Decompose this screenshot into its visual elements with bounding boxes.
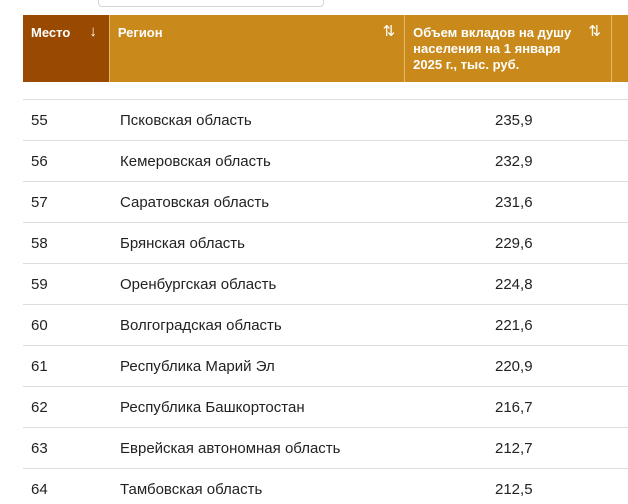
column-header-rank[interactable]: Место ↓ — [23, 15, 109, 82]
table-row: 64 Тамбовская область 212,5 — [23, 469, 628, 504]
region-cell: Саратовская область — [120, 194, 270, 211]
value-cell: 221,6 — [495, 317, 533, 334]
value-cell: 220,9 — [495, 358, 533, 375]
value-cell: 212,5 — [495, 481, 533, 498]
value-cell: 229,6 — [495, 235, 533, 252]
region-cell: Еврейская автономная область — [120, 440, 341, 457]
value-cell: 231,6 — [495, 194, 533, 211]
region-cell: Брянская область — [120, 235, 245, 252]
column-header-rank-label: Место — [31, 25, 71, 40]
rank-cell: 61 — [31, 358, 48, 375]
region-cell: Тамбовская область — [120, 481, 263, 498]
rank-cell: 62 — [31, 399, 48, 416]
rank-cell: 55 — [31, 112, 48, 129]
table-body: 55 Псковская область 235,9 56 Кемеровская об… — [23, 100, 628, 504]
table-row: 63 Еврейская автономная область 212,7 — [23, 428, 628, 469]
rank-cell: 57 — [31, 194, 48, 211]
region-cell: Псковская область — [120, 112, 252, 129]
value-cell: 235,9 — [495, 112, 533, 129]
table-row: 57 Саратовская область 231,6 — [23, 182, 628, 223]
table-row: 61 Республика Марий Эл 220,9 — [23, 346, 628, 387]
table-row: 62 Республика Башкортостан 216,7 — [23, 387, 628, 428]
region-cell: Оренбургская область — [120, 276, 277, 293]
table-row: 55 Псковская область 235,9 — [23, 100, 628, 141]
region-cell: Волгоградская область — [120, 317, 282, 334]
value-cell: 212,7 — [495, 440, 533, 457]
table-row: 60 Волгоградская область 221,6 — [23, 305, 628, 346]
column-header-region-label: Регион — [117, 25, 163, 40]
rank-cell: 63 — [31, 440, 48, 457]
rank-cell: 60 — [31, 317, 48, 334]
region-cell: Республика Марий Эл — [120, 358, 275, 375]
sort-toggle-icon[interactable]: ⇅ — [588, 23, 601, 40]
sort-toggle-icon[interactable]: ⇅ — [382, 23, 396, 40]
value-cell: 232,9 — [495, 153, 533, 170]
column-header-region[interactable]: Регион ⇅ — [108, 15, 405, 82]
column-header-deposit-label: Объем вкладов на душу населения на 1 янв… — [413, 25, 572, 72]
sort-descending-icon[interactable]: ↓ — [89, 23, 97, 40]
rank-cell: 59 — [31, 276, 48, 293]
value-cell: 216,7 — [495, 399, 533, 416]
header-edge — [611, 15, 628, 82]
ranking-table: Место ↓ Регион ⇅ Объем вкладов на душу н… — [23, 15, 628, 504]
table-row: 59 Оренбургская область 224,8 — [23, 264, 628, 305]
column-header-deposit[interactable]: Объем вкладов на душу населения на 1 янв… — [404, 15, 611, 82]
value-cell: 224,8 — [495, 276, 533, 293]
table-row-partial — [23, 82, 628, 100]
search-box[interactable] — [98, 0, 324, 7]
table-row: 56 Кемеровская область 232,9 — [23, 141, 628, 182]
region-cell: Республика Башкортостан — [120, 399, 305, 416]
rank-cell: 58 — [31, 235, 48, 252]
region-cell: Кемеровская область — [120, 153, 271, 170]
table-row: 58 Брянская область 229,6 — [23, 223, 628, 264]
rank-cell: 56 — [31, 153, 48, 170]
table-header: Место ↓ Регион ⇅ Объем вкладов на душу н… — [23, 15, 628, 82]
rank-cell: 64 — [31, 481, 48, 498]
